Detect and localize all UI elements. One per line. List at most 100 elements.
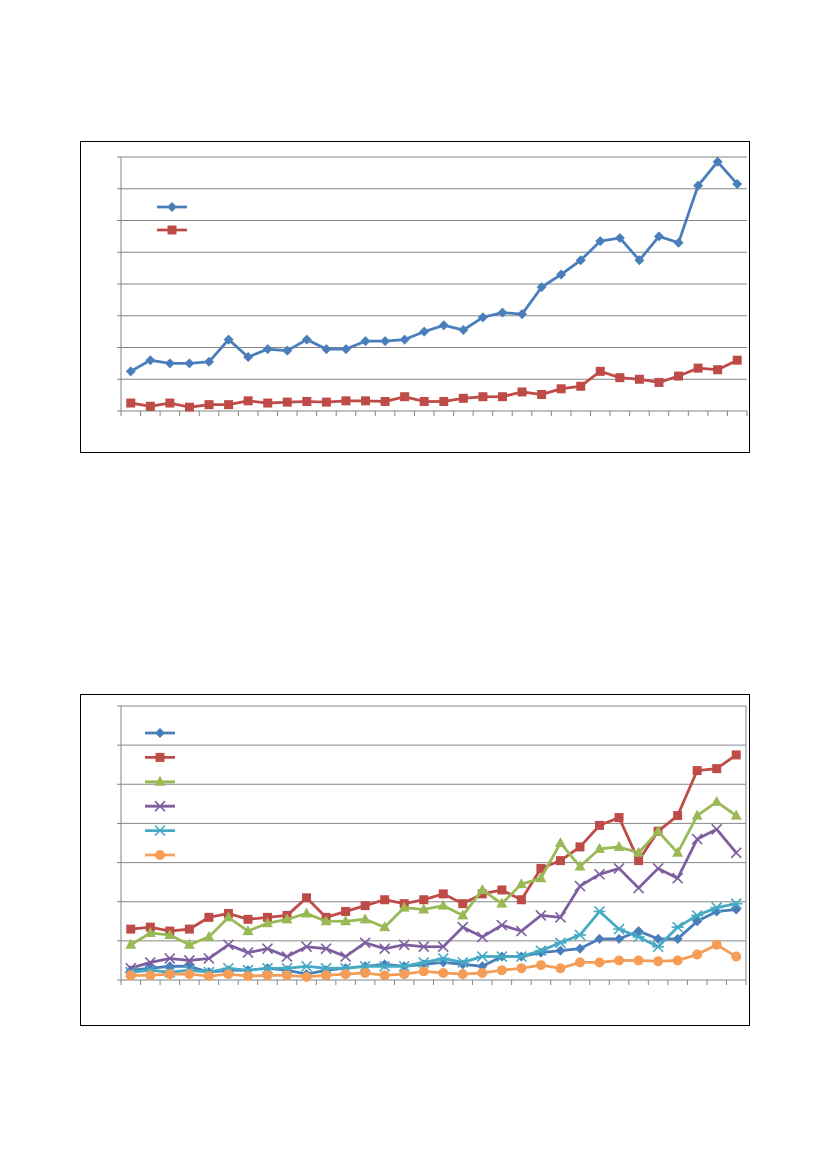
series-2-point <box>184 924 194 934</box>
series-3-point <box>125 938 137 949</box>
series-5-point <box>515 950 528 963</box>
series-4-point <box>359 937 371 949</box>
series-4-point <box>672 872 684 884</box>
series-3-point <box>301 907 313 918</box>
series-2-point <box>165 398 175 408</box>
series-6-point <box>438 967 449 978</box>
series-2-point <box>693 363 703 373</box>
series-3-point <box>281 913 293 924</box>
series-5-point <box>437 952 450 965</box>
series-2-point <box>380 895 390 905</box>
series-1 <box>125 156 743 377</box>
series-1-point <box>301 334 312 345</box>
series-6-point <box>145 970 156 981</box>
series-5-point <box>632 931 645 943</box>
series-3-point <box>515 878 527 889</box>
series-2-point <box>517 387 527 397</box>
legend-entry-2-marker <box>155 752 165 762</box>
series-4-point <box>164 952 176 965</box>
series-1-point <box>673 237 684 248</box>
series-3-point <box>672 846 684 857</box>
series-2-point <box>478 392 488 402</box>
series-4-point <box>183 954 195 966</box>
plot-area-border <box>120 705 747 981</box>
series-2-point <box>556 384 566 394</box>
series-2-point <box>575 842 585 852</box>
series-6-point <box>496 965 507 976</box>
series-3-point <box>535 872 547 883</box>
series-2-point <box>243 914 253 924</box>
series-2-point <box>438 889 448 899</box>
series-1-point <box>243 352 254 363</box>
series-1-point <box>693 180 704 191</box>
chart-2-plot <box>117 705 747 985</box>
series-6-point <box>594 957 605 968</box>
series-5-point <box>554 937 567 949</box>
series-2-point <box>537 389 547 399</box>
series-1-point <box>732 178 743 189</box>
series-2-point <box>419 895 429 905</box>
series-3-point <box>340 915 352 926</box>
series-5-point <box>476 950 489 963</box>
series-2-point <box>634 856 644 866</box>
series-6-point <box>164 969 175 980</box>
series-1-point <box>184 358 195 369</box>
series-2-point <box>360 901 370 911</box>
series-3-point <box>574 860 586 871</box>
series-2-point <box>595 820 605 830</box>
legend-entry-2-marker <box>167 225 177 235</box>
series-2-point <box>282 397 292 407</box>
legend-entry-1-marker <box>167 202 177 212</box>
series-2-point <box>732 355 742 365</box>
series-1-point <box>574 943 585 954</box>
legend <box>145 728 175 860</box>
legend-entry-6-marker <box>155 850 165 860</box>
chart-1-plot <box>117 156 748 416</box>
series-1-point <box>204 356 215 367</box>
series-3-point <box>203 930 215 941</box>
series-3-point <box>730 809 742 820</box>
series-5-point <box>378 960 391 972</box>
series-6-point <box>633 955 644 966</box>
series-3-point <box>359 913 371 924</box>
series-2-point <box>380 396 390 406</box>
series-4-point <box>281 950 293 963</box>
series-5-point <box>730 898 743 910</box>
series-1-point <box>672 933 683 944</box>
series-2-point <box>555 856 565 866</box>
series-1-point <box>614 933 625 944</box>
series-1-point <box>340 344 351 355</box>
series-2-point <box>361 396 371 406</box>
series-6-point <box>516 963 527 974</box>
series-6-point <box>614 955 625 966</box>
series-4-point <box>242 947 254 959</box>
series-2-point <box>419 396 429 406</box>
series-1-point <box>125 366 136 377</box>
series-1-point <box>653 231 664 242</box>
series-2-point <box>497 392 507 402</box>
series-2-point <box>302 396 312 406</box>
series-4-point <box>554 911 567 923</box>
series-6-point <box>477 967 488 978</box>
series-5-point <box>613 923 626 935</box>
series-5-point <box>573 929 586 941</box>
series-1-point <box>477 312 488 323</box>
series-4-point <box>437 941 449 953</box>
series-5-point <box>300 960 313 972</box>
series-6-point <box>262 970 273 981</box>
series-2-point <box>674 371 684 381</box>
series-1-point <box>262 344 273 355</box>
series-5-point <box>456 956 469 968</box>
series-5-point <box>652 941 665 953</box>
series-5-point <box>593 905 606 918</box>
series-6-point <box>184 969 195 980</box>
series-4-point <box>222 939 234 951</box>
series-2-point <box>595 366 605 376</box>
series-4-point <box>613 862 625 875</box>
series-6-point <box>692 949 703 960</box>
series-1-point <box>556 269 567 280</box>
series-1-point <box>164 358 175 369</box>
legend-entry-1-marker <box>155 728 165 738</box>
series-6-point <box>418 966 429 977</box>
series-3-point <box>554 837 566 847</box>
